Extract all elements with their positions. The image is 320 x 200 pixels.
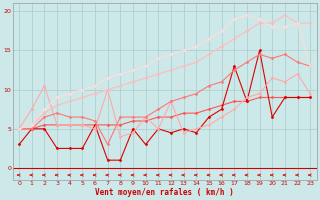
X-axis label: Vent moyen/en rafales ( km/h ): Vent moyen/en rafales ( km/h ) [95,188,234,197]
